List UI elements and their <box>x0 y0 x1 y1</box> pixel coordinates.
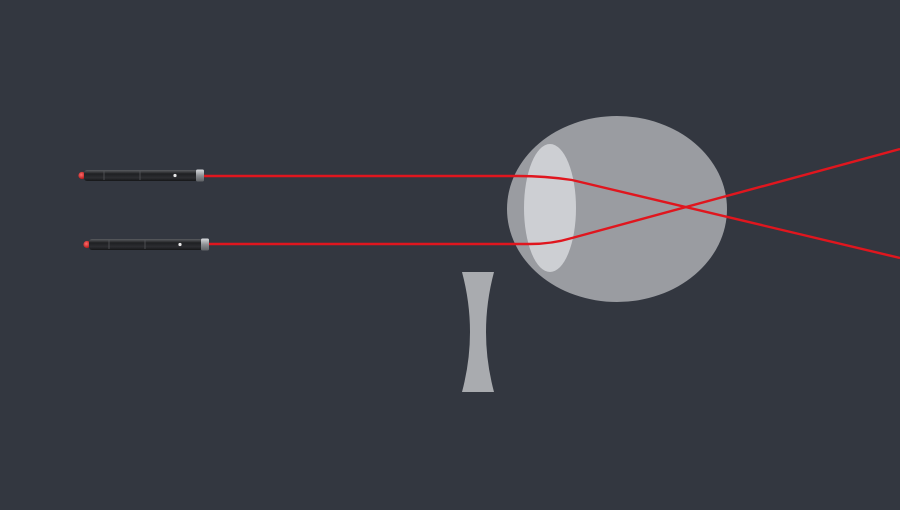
laser-pointer-lower[interactable] <box>83 238 209 251</box>
eye-crystalline-lens <box>524 144 576 272</box>
laser-pointer-upper[interactable] <box>78 169 204 182</box>
laser-pointer-icon <box>83 240 91 249</box>
laser-beam-lower <box>208 147 900 246</box>
laser-cap <box>201 238 209 251</box>
laser-pointer-icon <box>78 171 86 180</box>
laser-button[interactable] <box>173 173 177 178</box>
laser-beam-upper <box>203 174 900 260</box>
laser-body <box>84 170 198 181</box>
laser-button[interactable] <box>178 242 182 247</box>
laser-cap <box>196 169 204 182</box>
laser-body <box>89 239 203 250</box>
concave-lens[interactable] <box>462 272 494 392</box>
